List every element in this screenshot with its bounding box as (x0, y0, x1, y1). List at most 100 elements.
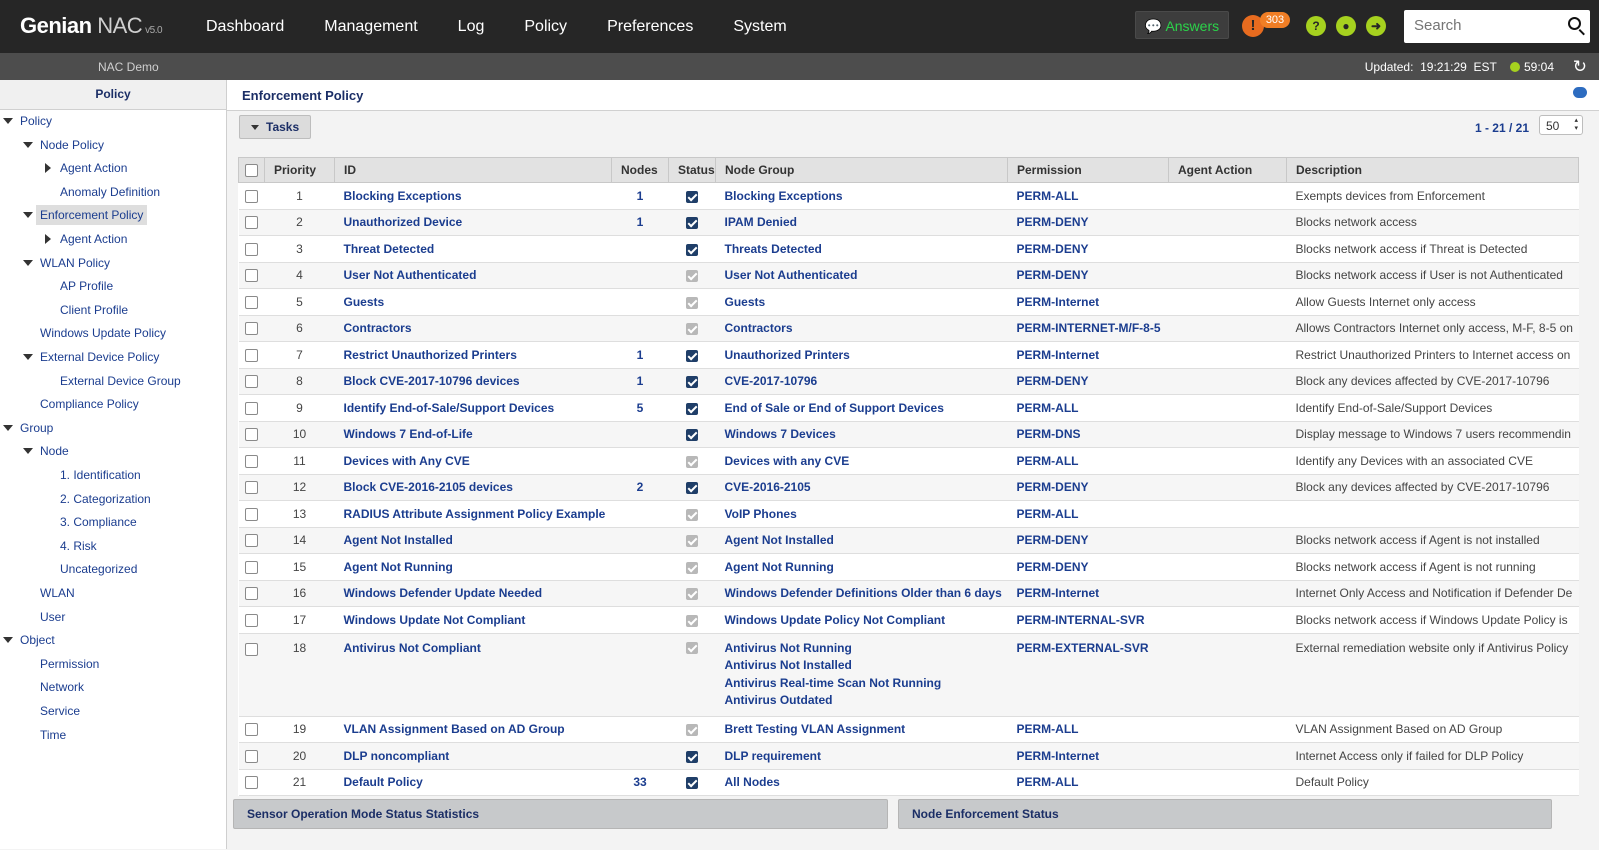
comment-icon[interactable] (1573, 87, 1587, 98)
permission-link[interactable]: PERM-DENY (1007, 368, 1169, 395)
refresh-icon[interactable]: ↻ (1572, 57, 1587, 76)
row-checkbox[interactable] (245, 242, 258, 256)
table-row[interactable]: 16 Windows Defender Update Needed Windows … (238, 580, 1579, 607)
table-row[interactable]: 21 Default Policy 33 All Nodes PERM-ALL Defau… (238, 769, 1579, 796)
node-group-link[interactable]: Agent Not Installed (715, 527, 1008, 554)
policy-id-link[interactable]: Contractors (334, 315, 612, 342)
row-checkbox[interactable] (245, 189, 258, 203)
node-group-link[interactable]: CVE-2016-2105 (715, 474, 1008, 501)
tasks-button[interactable]: Tasks (239, 115, 311, 139)
sidebar-item[interactable]: Permission (40, 656, 100, 671)
policy-id-link[interactable]: Antivirus Not Compliant (334, 633, 612, 717)
sidebar-item[interactable]: Object (20, 633, 55, 648)
col-priority[interactable]: Priority (264, 157, 335, 183)
node-group-link[interactable]: Brett Testing VLAN Assignment (715, 716, 1008, 743)
sidebar-item[interactable]: 4. Risk (60, 538, 97, 553)
row-checkbox[interactable] (245, 776, 258, 790)
policy-id-link[interactable]: Agent Not Installed (334, 527, 612, 554)
node-group-link[interactable]: Antivirus Real-time Scan Not Running (724, 675, 942, 690)
status-check-icon[interactable] (686, 750, 698, 763)
caret-down-icon[interactable] (3, 424, 13, 431)
table-row[interactable]: 19 VLAN Assignment Based on AD Group Brett… (238, 716, 1579, 743)
table-row[interactable]: 18 Antivirus Not Compliant Antivirus Not R… (238, 633, 1579, 717)
answers-button[interactable]: 💬 Answers (1135, 11, 1229, 39)
table-row[interactable]: 9 Identify End-of-Sale/Support Devices 5 En… (238, 394, 1579, 422)
policy-id-link[interactable]: Block CVE-2016-2105 devices (334, 474, 612, 501)
caret-right-icon[interactable] (45, 163, 51, 174)
node-group-link[interactable]: Agent Not Running (715, 553, 1008, 581)
policy-id-link[interactable]: Agent Not Running (334, 553, 612, 581)
permission-link[interactable]: PERM-Internet (1007, 742, 1169, 770)
node-group-link[interactable]: Antivirus Not Installed (724, 658, 852, 672)
policy-id-link[interactable]: Unauthorized Device (334, 209, 612, 236)
table-row[interactable]: 6 Contractors Contractors PERM-INTERNET-M/F… (238, 315, 1579, 342)
node-group-link[interactable]: Antivirus Outdated (724, 693, 833, 707)
permission-link[interactable]: PERM-DENY (1007, 527, 1169, 554)
node-group-link[interactable]: IPAM Denied (715, 209, 1008, 236)
status-check-icon[interactable] (686, 588, 698, 601)
search-input[interactable] (1404, 10, 1574, 41)
sidebar-item[interactable]: WLAN Policy (40, 255, 111, 270)
user-icon[interactable]: ● (1336, 16, 1356, 36)
policy-id-link[interactable]: RADIUS Attribute Assignment Policy Examp… (334, 500, 612, 528)
col-description[interactable]: Description (1286, 157, 1579, 183)
status-check-icon[interactable] (686, 349, 698, 362)
node-group-link[interactable]: Windows 7 Devices (715, 421, 1008, 448)
node-group-link[interactable]: Threats Detected (715, 235, 1008, 263)
permission-link[interactable]: PERM-INTERNAL-SVR (1007, 606, 1169, 634)
node-group-link[interactable]: CVE-2017-10796 (715, 368, 1008, 395)
status-check-icon[interactable] (686, 402, 698, 415)
row-checkbox[interactable] (245, 587, 258, 601)
policy-id-link[interactable]: DLP noncompliant (334, 742, 612, 770)
nodes-count[interactable]: 1 (611, 209, 669, 236)
table-row[interactable]: 17 Windows Update Not Compliant Windows Up… (238, 606, 1579, 634)
nav-preferences[interactable]: Preferences (607, 18, 694, 35)
permission-link[interactable]: PERM-DENY (1007, 262, 1169, 289)
row-checkbox[interactable] (245, 401, 258, 415)
caret-right-icon[interactable] (45, 234, 51, 244)
status-check-icon[interactable] (686, 429, 698, 442)
nodes-count[interactable] (611, 315, 669, 342)
sidebar-item[interactable]: Agent Action (60, 161, 128, 176)
sidebar-item[interactable]: Client Profile (60, 302, 129, 317)
caret-down-icon[interactable] (23, 448, 33, 455)
status-check-icon[interactable] (686, 217, 698, 230)
row-checkbox[interactable] (245, 749, 258, 763)
select-all-checkbox[interactable] (245, 164, 258, 178)
search-icon[interactable] (1568, 17, 1581, 30)
col-node-group[interactable]: Node Group (715, 157, 1008, 183)
nav-log[interactable]: Log (457, 18, 485, 35)
status-check-icon[interactable] (686, 561, 698, 574)
node-group-link[interactable]: Devices with any CVE (715, 447, 1008, 475)
col-status[interactable]: Status (668, 157, 716, 183)
table-row[interactable]: 4 User Not Authenticated User Not Authenti… (238, 262, 1579, 289)
nodes-count[interactable] (611, 235, 669, 263)
node-group-link[interactable]: DLP requirement (715, 742, 1008, 770)
table-row[interactable]: 3 Threat Detected Threats Detected PERM-DEN… (238, 235, 1579, 263)
status-check-icon[interactable] (686, 482, 698, 495)
sidebar-item[interactable]: 2. Categorization (60, 491, 151, 506)
table-row[interactable]: 12 Block CVE-2016-2105 devices 2 CVE-2016-2… (238, 474, 1579, 501)
node-group-link[interactable]: End of Sale or End of Support Devices (715, 394, 1008, 422)
permission-link[interactable]: PERM-ALL (1007, 769, 1169, 796)
row-checkbox[interactable] (245, 269, 258, 283)
permission-link[interactable]: PERM-Internet (1007, 341, 1169, 369)
row-checkbox[interactable] (245, 322, 258, 336)
status-check-icon[interactable] (686, 777, 698, 790)
caret-down-icon[interactable] (3, 118, 13, 124)
table-row[interactable]: 5 Guests Guests PERM-Internet Allow Guests I… (238, 288, 1579, 316)
permission-link[interactable]: PERM-ALL (1007, 500, 1169, 528)
permission-link[interactable]: PERM-DENY (1007, 209, 1169, 236)
sidebar-item[interactable]: Anomaly Definition (60, 184, 161, 199)
table-row[interactable]: 20 DLP noncompliant DLP requirement PERM-In… (238, 742, 1579, 770)
nodes-count[interactable]: 2 (611, 474, 669, 501)
caret-down-icon[interactable] (23, 354, 33, 360)
nodes-count[interactable]: 1 (611, 368, 669, 395)
policy-id-link[interactable]: Identify End-of-Sale/Support Devices (334, 394, 612, 422)
permission-link[interactable]: PERM-ALL (1007, 447, 1169, 475)
table-row[interactable]: 7 Restrict Unauthorized Printers 1 Unauthor… (238, 341, 1579, 369)
row-checkbox[interactable] (245, 723, 258, 737)
status-check-icon[interactable] (686, 535, 698, 548)
permission-link[interactable]: PERM-ALL (1007, 394, 1169, 422)
policy-id-link[interactable]: Block CVE-2017-10796 devices (334, 368, 612, 395)
